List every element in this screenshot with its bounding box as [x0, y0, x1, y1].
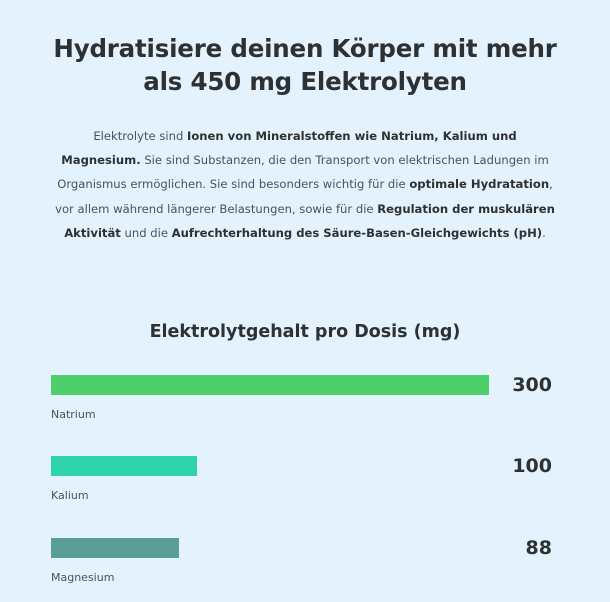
intro-paragraph: Elektrolyte sind Ionen von Mineralstoffe… [52, 124, 558, 245]
bar-natrium [51, 375, 489, 395]
intro-text-5: . [542, 225, 546, 240]
bar-label-magnesium: Magnesium [51, 571, 115, 584]
intro-bold-4: Aufrechterhaltung des Säure-Basen-Gleich… [171, 225, 543, 240]
intro-text-1: Elektrolyte sind [93, 129, 187, 143]
page-title-line-2: als 450 mg Elektrolyten [143, 67, 467, 96]
bar-label-natrium: Natrium [51, 408, 96, 421]
chart-title: Elektrolytgehalt pro Dosis (mg) [149, 322, 461, 342]
page-title-line-1: Hydratisiere deinen Körper mit mehr [53, 34, 557, 63]
bar-fill-kalium [51, 456, 197, 476]
bar-value-kalium: 100 [512, 455, 552, 477]
intro-text-2: Sie sind Substanzen, die den Transport v… [57, 153, 549, 192]
intro-bold-1: Ionen von Mineralstoffen wie Natrium, Ka… [61, 129, 517, 168]
page-title: Hydratisiere deinen Körper mit mehr als … [30, 32, 580, 98]
bar-kalium [51, 456, 489, 476]
bar-value-natrium: 300 [512, 374, 552, 396]
bar-value-magnesium: 88 [525, 537, 552, 559]
intro-text-4: und die [120, 225, 172, 240]
intro-bold-3: Regulation der muskulären Aktivität [64, 201, 555, 240]
intro-text-3: , vor allem während längerer Belastungen… [55, 177, 553, 216]
bar-fill-magnesium [51, 538, 180, 558]
intro-bold-2: optimale Hydratation [409, 177, 550, 192]
bar-fill-natrium [51, 375, 489, 395]
bar-label-kalium: Kalium [51, 489, 89, 502]
bar-magnesium [51, 538, 489, 558]
